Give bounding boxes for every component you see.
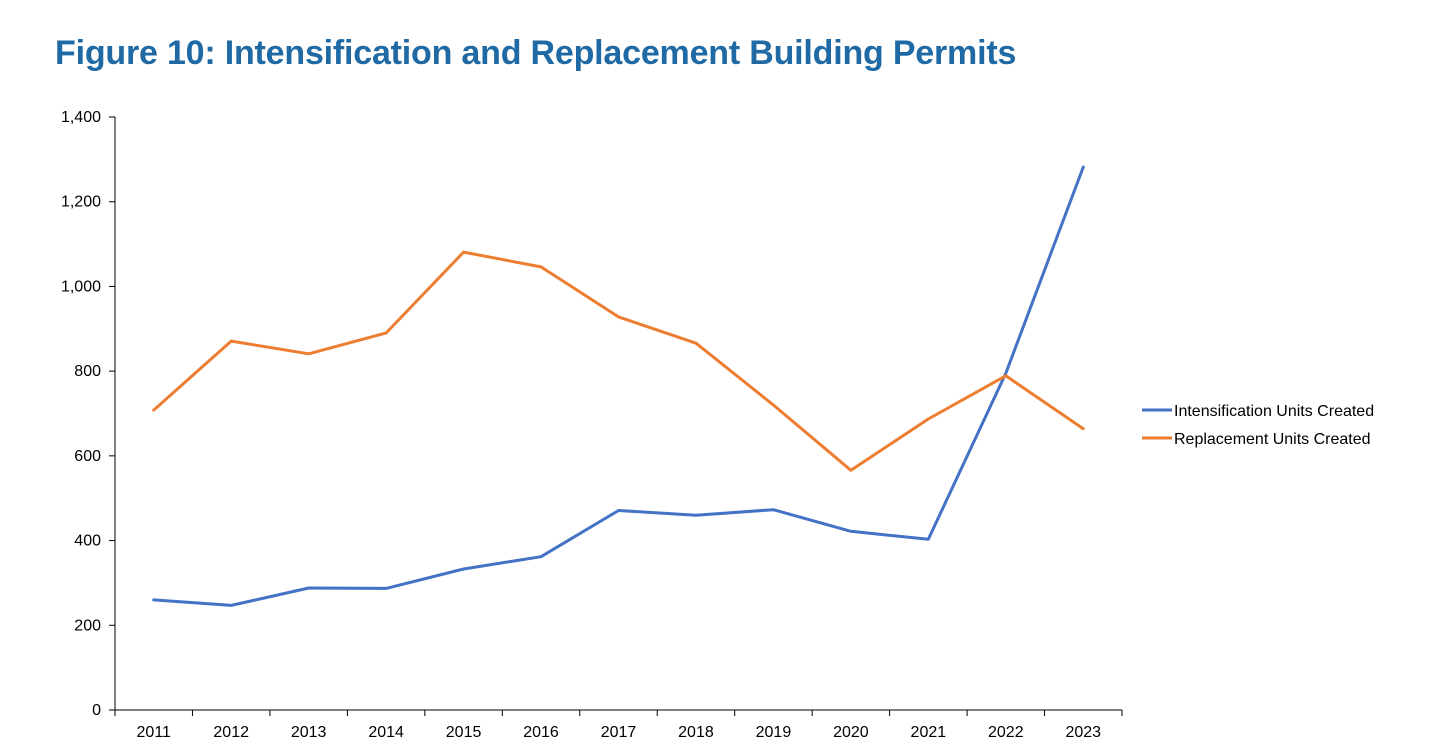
x-tick-label: 2020 — [833, 724, 869, 741]
legend: Intensification Units Created Replacement… — [1142, 403, 1374, 448]
y-tick-label: 1,400 — [61, 109, 101, 126]
axes: 0 200 400 600 800 1,000 1,200 1,400 2011 2012 2013… — [61, 109, 1123, 741]
x-tick-label: 2018 — [678, 724, 714, 741]
y-tick-label: 1,200 — [61, 194, 101, 211]
chart-title: Figure 10: Intensification and Replaceme… — [55, 34, 1017, 72]
x-tick-label: 2013 — [291, 724, 327, 741]
y-tick-label: 800 — [74, 363, 101, 380]
x-tick-label: 2023 — [1065, 724, 1101, 741]
x-tick-label: 2021 — [911, 724, 947, 741]
y-tick-label: 1,000 — [61, 278, 101, 295]
x-tick-label: 2019 — [756, 724, 792, 741]
x-tick-label: 2017 — [601, 724, 637, 741]
x-tick-label: 2012 — [213, 724, 249, 741]
y-tick-label: 400 — [74, 533, 101, 550]
x-tick-label: 2015 — [446, 724, 482, 741]
y-tick-label: 600 — [74, 448, 101, 465]
legend-label: Replacement Units Created — [1174, 431, 1371, 448]
series-layer — [152, 165, 1085, 607]
y-tick-label: 200 — [74, 617, 101, 634]
series-line-intensification — [152, 165, 1085, 607]
legend-label: Intensification Units Created — [1174, 403, 1374, 420]
y-tick-label: 0 — [92, 702, 101, 719]
x-tick-label: 2011 — [137, 724, 172, 741]
x-tick-label: 2022 — [988, 724, 1024, 741]
x-tick-label: 2016 — [523, 724, 559, 741]
x-tick-label: 2014 — [368, 724, 404, 741]
series-line-replacement — [152, 250, 1085, 472]
